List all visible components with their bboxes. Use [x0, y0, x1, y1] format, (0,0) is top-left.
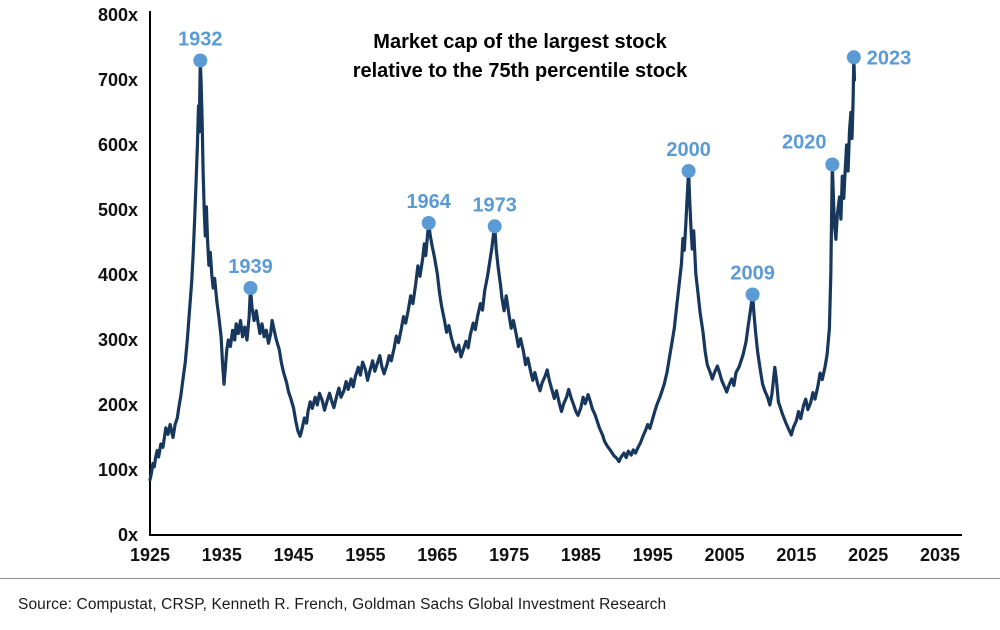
peak-marker: [681, 164, 696, 178]
data-line: [148, 55, 857, 482]
chart-figure: 0x 100x 200x 300x 400x 500x 600x 700x 800x 1925 19…: [97, 5, 962, 565]
x-tick-label: 1995: [633, 545, 673, 565]
chart-title-line-2: relative to the 75th percentile stock: [352, 60, 688, 82]
y-tick-label: 300x: [98, 330, 138, 350]
x-tick-label: 2015: [776, 545, 816, 565]
peak-label: 2023: [867, 47, 912, 69]
peak-marker: [846, 50, 861, 65]
peak-marker: [193, 53, 208, 68]
peak-label: 1939: [228, 256, 273, 278]
peak-label: 2020: [782, 132, 827, 154]
peak-marker: [421, 216, 436, 230]
y-tick-label: 200x: [98, 395, 138, 415]
x-tick-label: 2025: [848, 545, 888, 565]
peak-label: 2009: [730, 263, 775, 285]
peak-label: 1932: [178, 29, 223, 51]
x-tick-label: 1955: [345, 545, 385, 565]
y-tick-label: 500x: [98, 200, 138, 220]
y-tick-label: 0x: [118, 525, 138, 545]
peak-label: 1964: [406, 191, 451, 213]
x-tick-label: 1935: [202, 545, 242, 565]
source-text: Source: Compustat, CRSP, Kenneth R. Fren…: [18, 595, 667, 613]
y-tick-label: 100x: [98, 460, 138, 480]
peak-marker: [745, 287, 760, 302]
peak-label: 2000: [666, 139, 711, 161]
line-chart-svg: 0x 100x 200x 300x 400x 500x 600x 700x 800x 1925 19…: [98, 5, 962, 565]
y-tick-label: 600x: [98, 135, 138, 155]
y-tick-label: 800x: [98, 5, 138, 25]
chart-title: Market cap of the largest stock relative…: [260, 28, 780, 86]
peak-marker: [825, 157, 840, 172]
x-tick-label: 1985: [561, 545, 601, 565]
peak-marker: [243, 281, 258, 295]
y-tick-label: 700x: [98, 70, 138, 90]
x-tick-label: 1945: [274, 545, 314, 565]
x-tick-label: 2005: [705, 545, 745, 565]
x-tick-label: 1965: [417, 545, 457, 565]
chart-title-line-1: Market cap of the largest stock: [373, 31, 667, 53]
peak-marker: [487, 219, 502, 234]
x-tick-label: 1925: [130, 545, 170, 565]
peak-label: 1973: [472, 194, 517, 216]
y-tick-label: 400x: [98, 265, 138, 285]
x-tick-label: 2035: [920, 545, 960, 565]
source-bar: Source: Compustat, CRSP, Kenneth R. Fren…: [0, 578, 1000, 630]
x-tick-label: 1975: [489, 545, 529, 565]
